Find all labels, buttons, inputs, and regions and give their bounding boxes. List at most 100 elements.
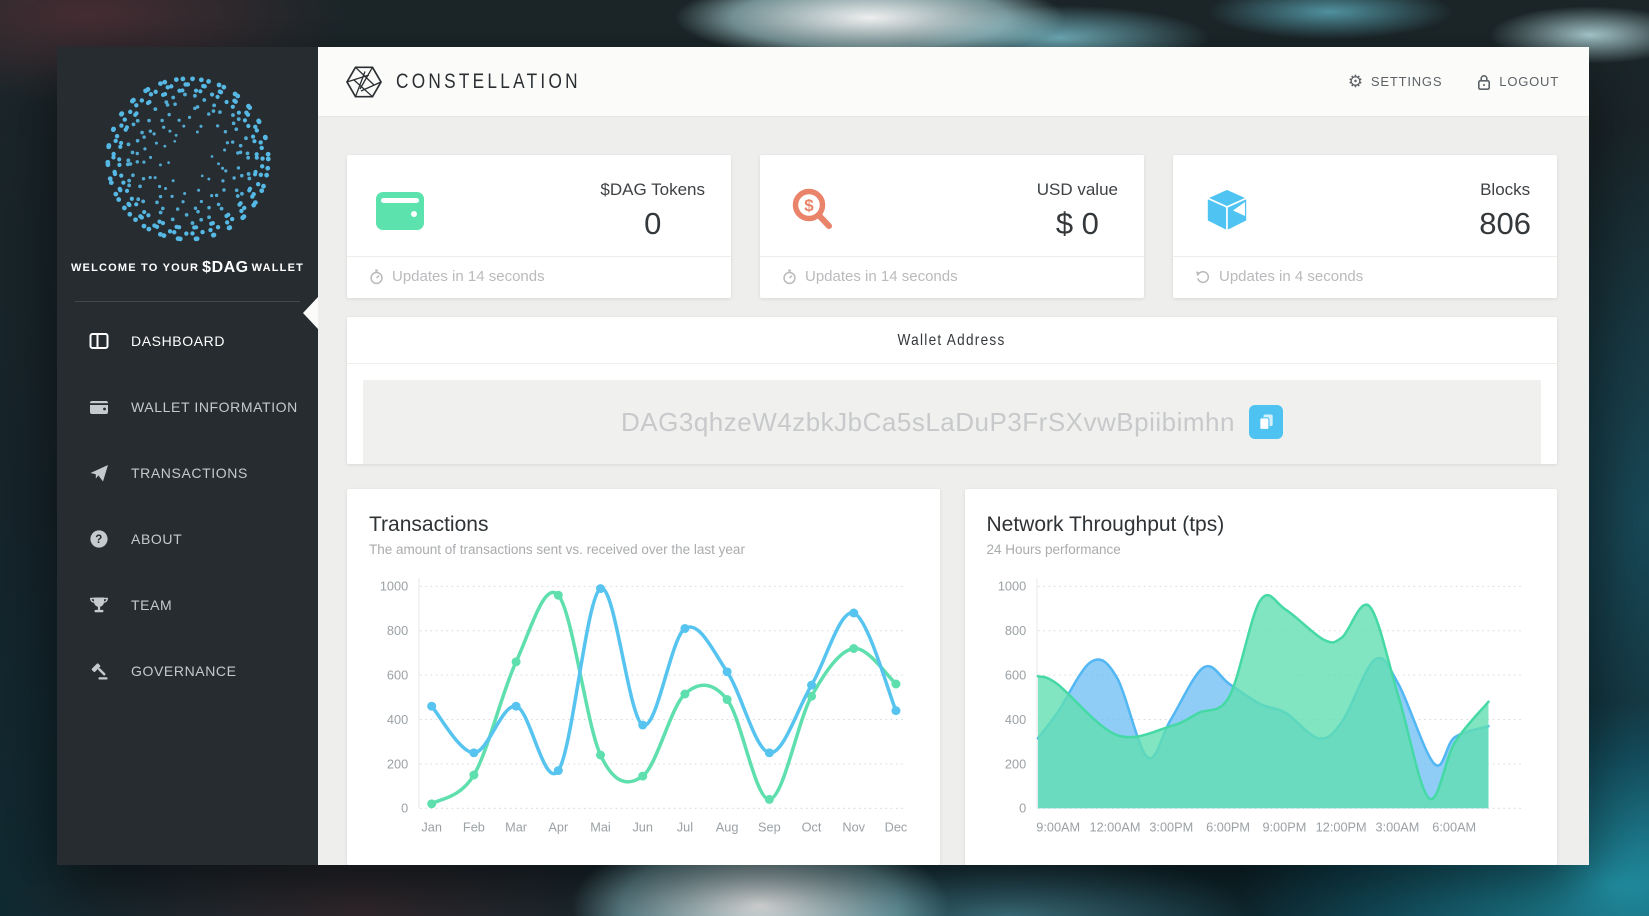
- brand: CONSTELLATION: [344, 62, 621, 102]
- welcome-pre: WELCOME TO YOUR: [70, 262, 200, 274]
- wallet-address-box: DAG3qhzeW4zbkJbCa5sLaDuP3FrSXvwBpiibimhn: [363, 380, 1541, 464]
- svg-text:9:00AM: 9:00AM: [1036, 821, 1080, 835]
- svg-text:Apr: Apr: [548, 821, 569, 835]
- sidebar-item-governance[interactable]: GOVERNANCE: [57, 638, 318, 704]
- logout-label: LOGOUT: [1499, 74, 1559, 89]
- wallet-address-title: Wallet Address: [347, 317, 1557, 364]
- svg-text:1000: 1000: [997, 580, 1025, 594]
- top-bar: CONSTELLATION ⚙ SETTINGS LOGOUT: [318, 47, 1589, 117]
- stopwatch-icon: [370, 269, 383, 284]
- svg-text:12:00AM: 12:00AM: [1089, 821, 1140, 835]
- svg-text:200: 200: [387, 757, 408, 771]
- svg-text:Oct: Oct: [802, 821, 822, 835]
- transactions-chart-card: Transactions The amount of transactions …: [347, 489, 940, 865]
- stat-label: $DAG Tokens: [600, 179, 705, 199]
- wallet-address-value: DAG3qhzeW4zbkJbCa5sLaDuP3FrSXvwBpiibimhn: [621, 406, 1235, 437]
- stat-value: $ 0: [1055, 205, 1099, 241]
- svg-text:3:00AM: 3:00AM: [1375, 821, 1419, 835]
- welcome-token: $DAG: [202, 259, 249, 276]
- main-area: CONSTELLATION ⚙ SETTINGS LOGOUT: [318, 47, 1589, 865]
- sidebar-divider: [75, 301, 300, 302]
- sidebar: WELCOME TO YOUR $DAG WALLET DASHBOARD WALL…: [57, 47, 318, 865]
- throughput-chart-card: Network Throughput (tps) 24 Hours perfor…: [964, 489, 1557, 865]
- throughput-chart-title: Network Throughput (tps): [986, 513, 1225, 536]
- wallet-address-card: Wallet Address DAG3qhzeW4zbkJbCa5sLaDuP3…: [347, 317, 1557, 464]
- svg-text:400: 400: [1004, 713, 1025, 727]
- sidebar-item-dashboard[interactable]: DASHBOARD: [57, 308, 318, 374]
- sidebar-item-wallet-information[interactable]: WALLET INFORMATION: [57, 374, 318, 440]
- svg-text:3:00PM: 3:00PM: [1149, 821, 1193, 835]
- svg-text:12:00PM: 12:00PM: [1315, 821, 1366, 835]
- svg-text:Mai: Mai: [590, 821, 611, 835]
- stat-footer: Updates in 14 seconds: [347, 256, 731, 298]
- sidebar-item-label: WALLET INFORMATION: [131, 399, 298, 415]
- stat-value: 0: [644, 205, 662, 241]
- sidebar-item-transactions[interactable]: TRANSACTIONS: [57, 440, 318, 506]
- stat-label: USD value: [1036, 179, 1118, 199]
- app-window: WELCOME TO YOUR $DAG WALLET DASHBOARD WALL…: [57, 47, 1589, 865]
- sidebar-item-label: TEAM: [131, 597, 173, 613]
- wallet-icon: [90, 401, 108, 414]
- svg-text:9:00PM: 9:00PM: [1262, 821, 1306, 835]
- transactions-chart-title: Transactions: [369, 513, 489, 536]
- sidebar-item-label: DASHBOARD: [131, 333, 226, 349]
- svg-text:Aug: Aug: [716, 821, 739, 835]
- stat-footer-text: Updates in 4 seconds: [1219, 268, 1364, 285]
- stat-footer-text: Updates in 14 seconds: [805, 268, 958, 285]
- stat-footer-text: Updates in 14 seconds: [392, 268, 545, 285]
- svg-text:Jan: Jan: [421, 821, 442, 835]
- svg-text:0: 0: [1019, 802, 1026, 816]
- svg-text:1000: 1000: [380, 580, 408, 594]
- stat-value: 806: [1479, 205, 1531, 241]
- trophy-icon: [90, 597, 108, 613]
- svg-text:Jun: Jun: [632, 821, 653, 835]
- svg-text:?: ?: [95, 534, 103, 546]
- dashboard-icon: [89, 333, 109, 349]
- svg-text:Feb: Feb: [463, 821, 485, 835]
- gavel-icon: [91, 663, 108, 680]
- settings-button[interactable]: ⚙ SETTINGS: [1348, 73, 1442, 90]
- transactions-line-chart: 0 200 400 600 800 1000 Jan Feb Mar Apr Mai Jun Jul Au…: [380, 578, 908, 835]
- dollar-search-icon: $: [792, 188, 832, 229]
- active-item-arrow: [303, 297, 318, 329]
- stat-card-blocks: Blocks 806 Updates in 4 seconds: [1173, 155, 1557, 298]
- stopwatch-icon: [783, 269, 796, 284]
- cube-icon: [1205, 187, 1249, 232]
- svg-text:$: $: [804, 196, 814, 215]
- stat-card-usd-value: $ USD value $ 0 Updates in 1: [760, 155, 1144, 298]
- lock-icon: [1478, 74, 1491, 90]
- copy-icon: [1259, 414, 1273, 431]
- sidebar-item-label: TRANSACTIONS: [131, 465, 248, 481]
- question-icon: ?: [90, 530, 108, 548]
- refresh-icon: [1196, 271, 1210, 284]
- logout-button[interactable]: LOGOUT: [1476, 73, 1559, 91]
- gear-icon: ⚙: [1347, 72, 1364, 91]
- transactions-chart-subtitle: The amount of transactions sent vs. rece…: [369, 542, 745, 557]
- top-actions: ⚙ SETTINGS LOGOUT: [1348, 73, 1559, 91]
- copy-address-button[interactable]: [1248, 405, 1283, 439]
- throughput-area-chart: 0 200 400 600 800 1000 9:00AM 12:00AM 3:00PM 6:00…: [997, 578, 1524, 835]
- sidebar-item-team[interactable]: TEAM: [57, 572, 318, 638]
- svg-text:0: 0: [401, 802, 408, 816]
- welcome-post: WALLET: [251, 262, 305, 274]
- sidebar-item-about[interactable]: ? ABOUT: [57, 506, 318, 572]
- brand-name: CONSTELLATION: [396, 69, 581, 93]
- welcome-text: WELCOME TO YOUR $DAG WALLET: [57, 259, 318, 277]
- svg-text:200: 200: [1004, 757, 1025, 771]
- svg-text:400: 400: [387, 713, 408, 727]
- svg-text:6:00AM: 6:00AM: [1432, 821, 1476, 835]
- stat-footer: Updates in 14 seconds: [760, 256, 1144, 298]
- svg-text:600: 600: [1004, 669, 1025, 683]
- svg-text:Dec: Dec: [885, 821, 908, 835]
- dag-dot-sphere-logo: [57, 73, 318, 245]
- sidebar-menu: DASHBOARD WALLET INFORMATION TRANSACTION…: [57, 308, 318, 704]
- svg-text:800: 800: [387, 624, 408, 638]
- stat-footer: Updates in 4 seconds: [1173, 256, 1557, 298]
- svg-text:6:00PM: 6:00PM: [1206, 821, 1250, 835]
- stat-card-dag-tokens: $DAG Tokens 0 Updates in 14 seconds: [347, 155, 731, 298]
- svg-text:Sep: Sep: [758, 821, 781, 835]
- send-icon: [90, 465, 108, 482]
- dashboard-content: $DAG Tokens 0 Updates in 14 seconds: [318, 117, 1589, 865]
- svg-text:Nov: Nov: [842, 821, 865, 835]
- throughput-chart-subtitle: 24 Hours performance: [986, 542, 1121, 557]
